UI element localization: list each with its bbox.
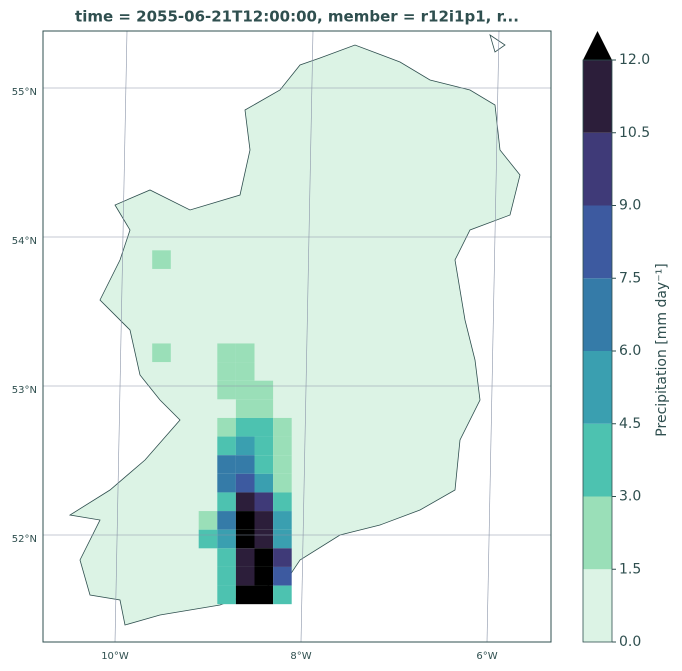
lat-label: 54°N [12,236,37,247]
precip-cell [235,436,255,456]
precip-cell [273,566,292,586]
precip-cell [235,529,255,549]
precip-cell [235,585,255,605]
precip-cell [273,417,292,437]
precip-cell [235,380,255,400]
precip-cell [254,455,274,474]
precip-cell [217,362,236,381]
precip-cell [273,492,292,512]
precip-cell [235,492,255,512]
precip-cell [235,417,255,437]
precip-cell [254,511,274,530]
lon-label: 10°W [101,651,129,662]
precip-cell [217,585,236,605]
lat-label: 52°N [12,534,37,545]
lon-gridline [300,31,314,642]
precip-cell [273,529,292,549]
colorbar-segment [583,569,612,642]
precip-cell [273,436,292,456]
colorbar-segment [583,423,612,497]
precip-cell [273,585,292,605]
colorbar-tick-label: 7.5 [619,270,641,286]
precip-cell [254,417,274,437]
lon-gridline [486,31,500,642]
precip-cell [254,585,274,605]
precip-cell [217,380,236,400]
colorbar-segment [583,205,612,279]
colorbar-label: Precipitation [mm day⁻¹] [654,263,670,436]
colorbar-tick-label: 12.0 [619,52,650,68]
precip-cell [235,455,255,474]
precip-cell [217,417,236,437]
precip-cell [254,380,274,400]
precip-cell [235,399,255,418]
precip-cell [235,362,255,381]
precip-cell [254,399,274,418]
colorbar-tick-label: 1.5 [619,561,641,577]
colorbar-tick-label: 6.0 [619,343,641,359]
precip-cell [254,566,274,586]
coast-britain [489,34,506,53]
precip-cell [217,473,236,493]
precip-cell [217,436,236,456]
lat-label: 55°N [12,87,37,98]
precip-cell [198,511,218,530]
lon-label: 6°W [476,651,497,662]
precip-cell [152,250,171,269]
precip-cell [235,511,255,530]
precip-cell [254,548,274,567]
colorbar-extend [583,31,612,60]
map [43,31,551,642]
precip-cell [217,566,236,586]
precip-cell [273,473,292,493]
colorbar-segment [583,60,612,133]
colorbar-segment [583,351,612,424]
lon-label: 8°W [290,651,311,662]
precip-cell [217,492,236,512]
precip-cell [217,511,236,530]
colorbar-tick-label: 0.0 [619,634,641,650]
precip-cell [217,343,236,363]
lon-gridline [114,31,128,642]
precip-cell [198,529,218,549]
precip-cell [235,343,255,363]
precip-cell [254,473,274,493]
precip-cell [254,436,274,456]
precip-cell [273,511,292,530]
precip-cell [254,492,274,512]
colorbar-tick-label: 10.5 [619,125,650,141]
colorbar-tick-label: 9.0 [619,198,641,214]
precip-cell [254,529,274,549]
colorbar-segment [583,496,612,570]
precip-cell [235,566,255,586]
precip-cell [217,455,236,474]
title: time = 2055-06-21T12:00:00, member = r12… [75,8,519,26]
precip-cell [273,548,292,567]
map-frame [42,30,552,643]
precip-cell [235,548,255,567]
precip-cell [217,529,236,549]
precip-cell [152,343,171,363]
lat-label: 53°N [12,385,37,396]
precip-cell [273,455,292,474]
colorbar-segment [583,278,612,351]
precip-cell [217,548,236,567]
precip-cell [235,473,255,493]
colorbar-tick-label: 3.0 [619,489,641,505]
land [68,44,521,626]
colorbar-segment [583,132,612,206]
colorbar-tick-label: 4.5 [619,416,641,432]
